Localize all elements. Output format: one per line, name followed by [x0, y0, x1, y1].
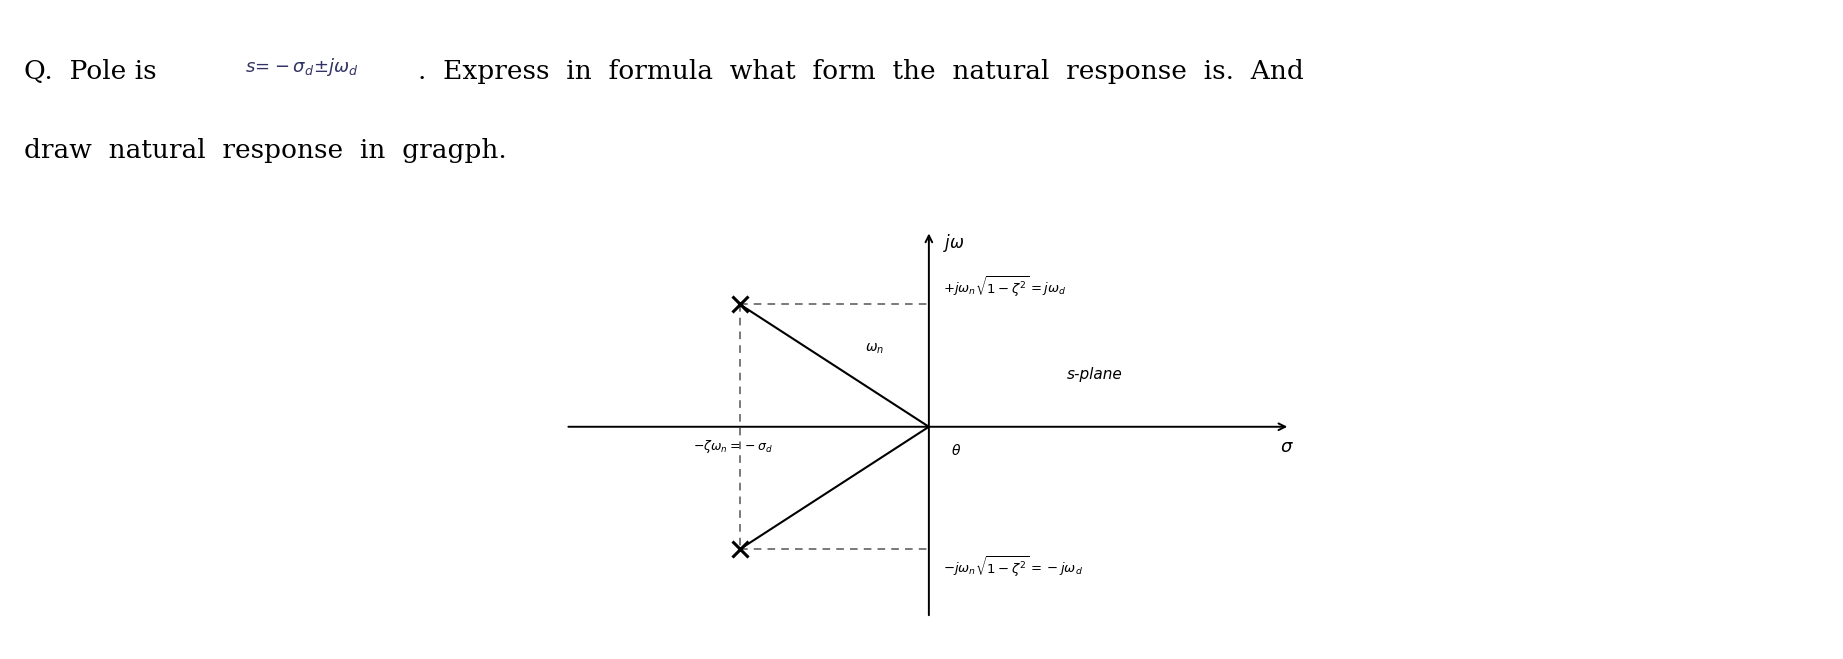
- Text: s-plane: s-plane: [1067, 367, 1122, 382]
- Text: $-\zeta\omega_n = -\sigma_d$: $-\zeta\omega_n = -\sigma_d$: [693, 438, 772, 455]
- Text: draw  natural  response  in  gragph.: draw natural response in gragph.: [24, 138, 507, 163]
- Text: Q.  Pole is: Q. Pole is: [24, 59, 166, 84]
- Text: $-j\omega_n\sqrt{1-\zeta^2} = -j\omega_d$: $-j\omega_n\sqrt{1-\zeta^2} = -j\omega_d…: [942, 554, 1082, 579]
- Text: $j\omega$: $j\omega$: [942, 232, 964, 254]
- Text: $+j\omega_n\sqrt{1-\zeta^2} = j\omega_d$: $+j\omega_n\sqrt{1-\zeta^2} = j\omega_d$: [942, 275, 1067, 299]
- Text: $\theta$: $\theta$: [951, 443, 962, 458]
- Text: $\omega_n$: $\omega_n$: [864, 341, 885, 356]
- Text: $s\!=\!-\sigma_d\!\pm\!j\omega_d$: $s\!=\!-\sigma_d\!\pm\!j\omega_d$: [245, 56, 359, 78]
- Text: $\sigma$: $\sigma$: [1279, 438, 1294, 456]
- Text: .  Express  in  formula  what  form  the  natural  response  is.  And: . Express in formula what form the natur…: [418, 59, 1305, 84]
